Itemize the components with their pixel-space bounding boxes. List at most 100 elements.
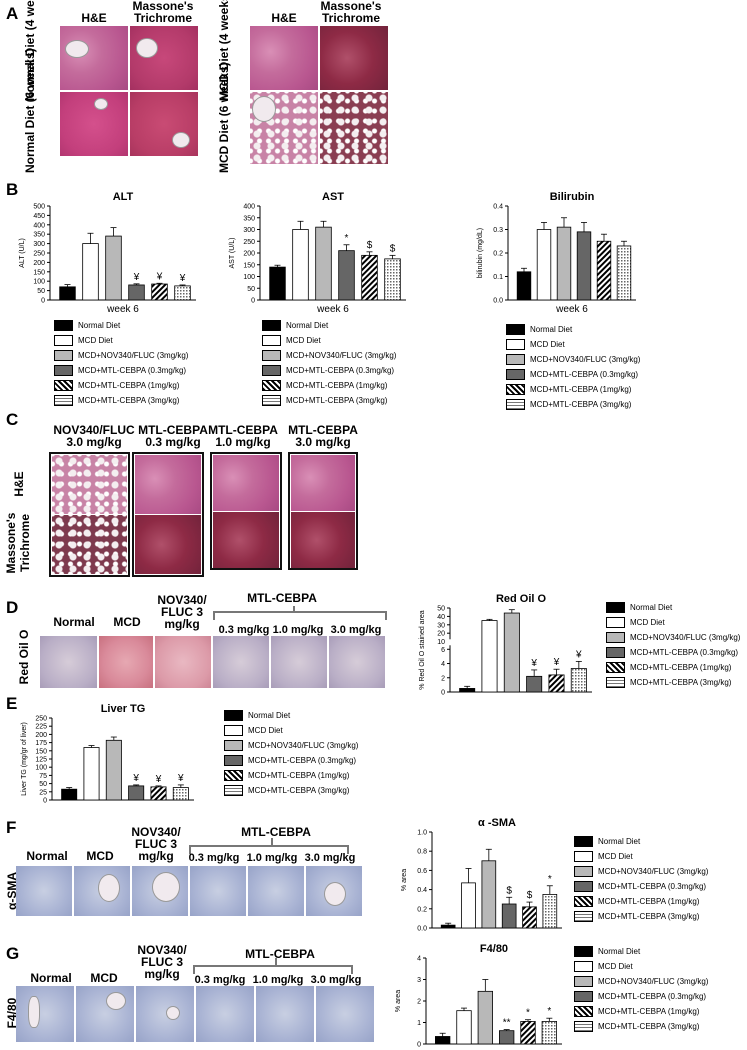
d-micrograph-mtl30 [329, 636, 385, 688]
a-row-normal-6wk: Normal Diet (6 weeks) [23, 48, 37, 173]
g-group-normal: Normal [30, 971, 72, 985]
d-group-mtl03: 0.3 mg/kg [218, 624, 270, 636]
y-tick-label: 400 [243, 204, 255, 211]
chart-title: Bilirubin [550, 191, 595, 203]
y-tick-label: 400 [33, 222, 45, 229]
d-micrograph-mcd [99, 636, 153, 688]
bar [174, 285, 191, 301]
y-tick-label: 0.3 [493, 227, 503, 234]
a-micrograph-mcd6-he [250, 92, 318, 164]
y-axis-label: % area [401, 869, 408, 891]
legend-redoil: Normal Diet MCD Diet MCD+NOV340/FLUC (3m… [606, 600, 740, 690]
bar [150, 786, 167, 801]
bar [338, 250, 355, 301]
y-tick-label: 0.0 [417, 926, 427, 933]
y-tick-label: 150 [243, 262, 255, 269]
y-tick-label: 6 [441, 647, 445, 654]
significance-label: $ [367, 240, 373, 251]
f-group-mcd: MCD [86, 849, 114, 863]
a-micrograph-normal6-tri [130, 92, 198, 156]
legend-item: MCD+MTL-CEBPA (1mg/kg) [54, 378, 188, 393]
bar [384, 258, 401, 301]
d-group-mtl10: 1.0 mg/kg [272, 624, 324, 636]
y-tick-label: 0.8 [417, 849, 427, 856]
legend-swatch [54, 380, 73, 391]
significance-label: $ [390, 243, 396, 254]
y-tick-label: 50 [437, 606, 445, 613]
y-tick-label: 225 [35, 724, 47, 731]
legend-swatch [54, 395, 73, 406]
f-group-mtl03: 0.3 mg/kg [188, 852, 240, 864]
d-micrograph-mtl10 [271, 636, 327, 688]
bar [596, 240, 612, 301]
legend-sma: Normal Diet MCD Diet MCD+NOV340/FLUC (3m… [574, 834, 708, 924]
y-tick-label: 2 [441, 675, 445, 682]
f-micrograph-nov340 [132, 866, 188, 916]
chart-title: α -SMA [478, 818, 516, 829]
y-tick-label: 200 [35, 732, 47, 739]
f-bracket-label: MTL-CEBPA [241, 825, 311, 839]
bar [616, 245, 632, 301]
y-tick-label: 250 [33, 251, 45, 258]
f-group-mtl10: 1.0 mg/kg [246, 852, 298, 864]
liver-tg-chart: Liver TG Liver TG (mg/gr of liver) 0 255075… [21, 703, 194, 804]
y-tick-label: 125 [35, 757, 47, 764]
panel-label-c: C [6, 410, 19, 429]
g-group-mtl30: 3.0 mg/kg [310, 974, 362, 986]
y-tick-label: 150 [33, 269, 45, 276]
bar [151, 283, 168, 301]
d-group-mcd: MCD [113, 615, 141, 629]
c-row-he: H&E [12, 471, 26, 497]
bar [456, 1010, 472, 1045]
f-group-nov340: NOV340/ FLUC 3 mg/kg [131, 825, 181, 863]
d-group-nov340: NOV340/ FLUC 3 mg/kg [157, 593, 207, 631]
axis-break [446, 639, 454, 646]
legend-bilirubin: Normal Diet MCD Diet MCD+NOV340/FLUC (3m… [506, 322, 640, 412]
y-tick-label: 200 [33, 260, 45, 267]
c-header-nov340: NOV340/FLUC 3.0 mg/kg [53, 423, 135, 449]
bar [128, 284, 145, 301]
c-row-trichrome: Massone's Trichrome [4, 512, 32, 574]
bar [542, 894, 558, 929]
y-tick-label: 2 [417, 999, 421, 1006]
y-tick-label: 3 [417, 977, 421, 984]
y-tick-label: 0.2 [493, 251, 503, 258]
c-frame-mtl03 [132, 452, 204, 577]
a-header-trichrome-left: Massone's Trichrome [132, 0, 194, 25]
y-tick-label: 0.4 [417, 887, 427, 894]
bar [541, 1021, 557, 1045]
g-group-mtl10: 1.0 mg/kg [252, 974, 304, 986]
g-micrograph-mtl10 [256, 986, 314, 1042]
y-axis-label: % area [395, 990, 402, 1012]
d-group-normal: Normal [53, 615, 95, 629]
y-tick-label: 500 [33, 204, 45, 211]
c-frame-mtl10 [210, 452, 282, 570]
y-tick-label: 50 [247, 286, 255, 293]
bar [481, 620, 498, 693]
bar [105, 235, 122, 301]
c-header-mtl10: MTL-CEBPA 1.0 mg/kg [208, 423, 278, 449]
bar [501, 903, 517, 929]
d-bracket-icon [213, 606, 387, 620]
legend-item: MCD+MTL-CEBPA (0.3mg/kg) [54, 363, 188, 378]
g-micrograph-mcd [76, 986, 134, 1042]
significance-label: * [548, 874, 552, 885]
legend-swatch [54, 365, 73, 376]
significance-label: * [547, 1006, 551, 1017]
g-bracket-icon [193, 958, 353, 974]
y-tick-label: 250 [243, 239, 255, 246]
y-tick-label: 10 [437, 639, 445, 646]
d-micrograph-nov340 [155, 636, 211, 688]
y-tick-label: 150 [35, 748, 47, 755]
significance-label: ¥ [530, 658, 537, 669]
a-row-mcd-6wk: MCD Diet (6 weeks) [217, 62, 231, 173]
legend-alt: Normal Diet MCD Diet MCD+NOV340/FLUC (3m… [54, 318, 188, 408]
c-frame-mtl30 [288, 452, 358, 570]
y-tick-label: 200 [243, 251, 255, 258]
f-micrograph-mtl03 [190, 866, 246, 916]
significance-label: ¥ [133, 272, 140, 283]
y-tick-label: 20 [437, 631, 445, 638]
f-group-mtl30: 3.0 mg/kg [304, 852, 356, 864]
significance-label: $ [506, 885, 512, 896]
bar [459, 688, 476, 693]
